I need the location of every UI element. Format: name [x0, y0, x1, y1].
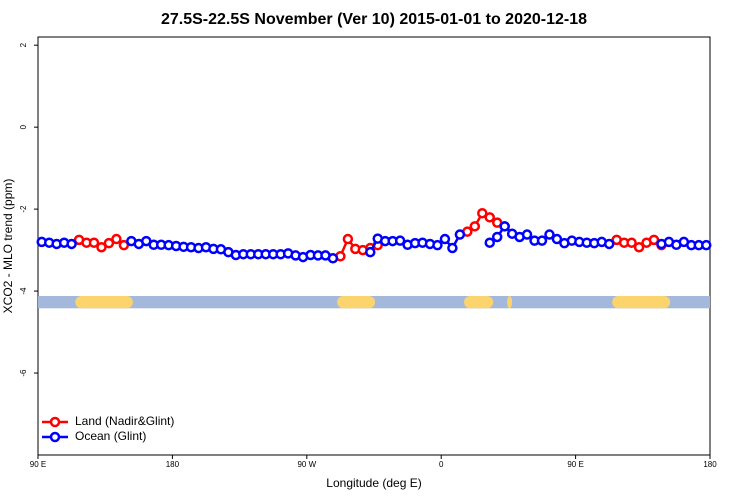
data-point [118, 239, 130, 251]
data-point [327, 253, 339, 264]
data-point [447, 242, 458, 254]
data-point [432, 239, 443, 251]
data-point [469, 221, 481, 232]
data-point [701, 239, 712, 251]
x-tick-label: 180 [703, 460, 717, 469]
y-tick-label: -6 [19, 369, 28, 377]
data-point [551, 233, 563, 245]
data-point [603, 238, 615, 250]
data-point [633, 241, 645, 253]
y-tick-label: 2 [19, 42, 28, 47]
data-point [96, 241, 107, 253]
x-tick-label: 90 E [30, 460, 46, 469]
chart-title: 27.5S-22.5S November (Ver 10) 2015-01-01… [161, 11, 587, 28]
data-point [626, 237, 637, 248]
data-point [544, 229, 555, 240]
data-point [484, 237, 495, 248]
data-point [365, 246, 376, 258]
data-point [491, 231, 503, 243]
data-point [536, 235, 548, 246]
data-point [342, 233, 354, 245]
y-axis-label: XCO2 - MLO trend (ppm) [1, 179, 15, 314]
land-segment [464, 295, 494, 309]
x-tick-label: 90 W [297, 460, 316, 469]
y-tick-label: 0 [19, 124, 28, 129]
y-tick-label: -4 [19, 287, 28, 295]
data-point [477, 207, 488, 219]
data-point [521, 229, 533, 240]
data-point [66, 238, 77, 250]
data-point [648, 234, 660, 246]
land-segment [612, 295, 671, 309]
data-point [499, 221, 510, 232]
data-point [111, 233, 122, 245]
data-point [88, 237, 100, 248]
data-point [394, 235, 406, 246]
legend-marker [49, 416, 61, 428]
legend-label: Ocean (Glint) [75, 429, 146, 443]
x-tick-label: 180 [166, 460, 180, 469]
x-tick-label: 0 [439, 460, 444, 469]
legend-label: Land (Nadir&Glint) [75, 414, 174, 428]
x-tick-label: 90 E [567, 460, 583, 469]
legend-marker [49, 431, 61, 443]
land-segment [507, 295, 513, 309]
data-point [484, 212, 495, 223]
land-segment [337, 295, 376, 309]
data-point [439, 233, 451, 245]
data-point [454, 229, 466, 240]
land-segment [75, 295, 133, 309]
data-point [103, 237, 115, 249]
y-tick-label: -2 [19, 205, 28, 213]
x-axis-label: Longitude (deg E) [326, 476, 421, 490]
